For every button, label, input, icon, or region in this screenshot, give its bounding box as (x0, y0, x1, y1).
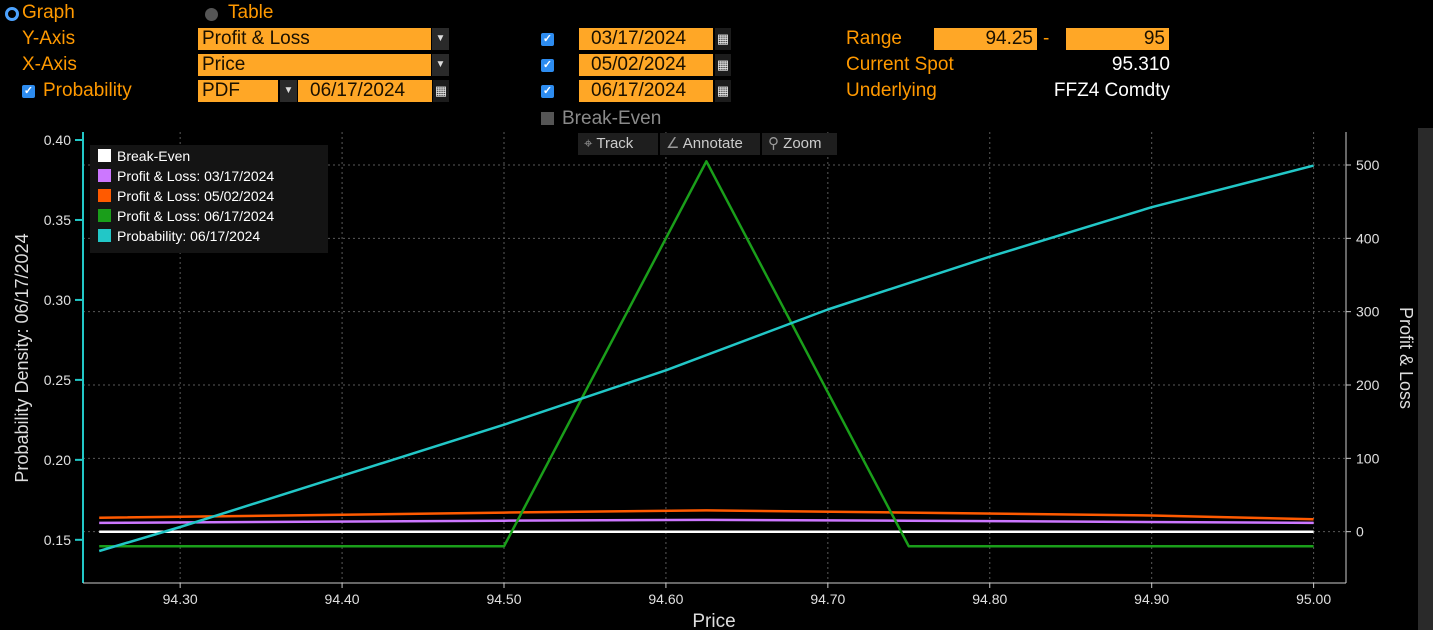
chevron-down-icon[interactable]: ▼ (432, 54, 449, 76)
series-line-probability-06-17-2024 (98, 164, 1314, 553)
date3-field[interactable]: 06/17/2024 (579, 80, 713, 102)
legend-item-probability[interactable]: Probability: 06/17/2024 (98, 228, 260, 246)
legend-text: Break-Even (117, 148, 191, 164)
right-axis-label: Profit & Loss (1396, 307, 1416, 409)
left-axis-label: Probability Density: 06/17/2024 (12, 233, 32, 482)
range-min-field[interactable]: 94.25 (934, 28, 1037, 50)
x-axis-label: Price (692, 611, 735, 630)
date2-checkbox[interactable]: ✓ (541, 59, 554, 72)
date1-checkbox[interactable]: ✓ (541, 33, 554, 46)
probability-date-field[interactable]: 06/17/2024 (298, 80, 432, 102)
breakeven-checkbox[interactable] (541, 112, 554, 125)
probability-type-select[interactable]: PDF (198, 80, 278, 102)
graph-radio[interactable] (5, 7, 19, 21)
legend-text: Probability: 06/17/2024 (117, 228, 261, 244)
zoom-button[interactable]: ⚲ Zoom (762, 133, 837, 155)
legend-text: Profit & Loss: 05/02/2024 (117, 188, 275, 204)
annotate-label: Annotate (682, 135, 743, 152)
x-tick-label: 94.40 (325, 591, 360, 607)
probability-checkbox[interactable]: ✓ (22, 85, 35, 98)
right-tick-label: 0 (1356, 524, 1364, 540)
x-tick-label: 94.50 (486, 591, 521, 607)
pencil-icon: ∠ (666, 135, 680, 152)
x-tick-label: 94.30 (163, 591, 198, 607)
underlying-value: FFZ4 Comdty (1053, 80, 1170, 101)
left-tick-label: 0.20 (44, 452, 71, 468)
x-tick-label: 94.90 (1134, 591, 1169, 607)
range-separator: - (1043, 28, 1050, 49)
series-line-profit-loss-03-17-2024 (99, 518, 1314, 525)
magnifier-icon: ⚲ (768, 135, 779, 152)
legend-item-pnl-0502[interactable]: Profit & Loss: 05/02/2024 (98, 188, 274, 206)
left-tick-label: 0.25 (44, 372, 71, 388)
legend-swatch (98, 149, 111, 162)
underlying-label: Underlying (846, 80, 937, 101)
current-spot-value: 95.310 (1111, 54, 1170, 75)
chevron-down-icon[interactable]: ▼ (432, 28, 449, 50)
legend-text: Profit & Loss: 03/17/2024 (117, 168, 275, 184)
right-tick-label: 500 (1356, 157, 1380, 173)
xaxis-label: X-Axis (22, 54, 77, 75)
x-tick-label: 95.00 (1296, 591, 1331, 607)
range-label: Range (846, 28, 902, 49)
date1-field[interactable]: 03/17/2024 (579, 28, 713, 50)
date3-checkbox[interactable]: ✓ (541, 85, 554, 98)
yaxis-label: Y-Axis (22, 28, 76, 49)
chart-legend: Break-Even Profit & Loss: 03/17/2024 Pro… (90, 145, 328, 253)
yaxis-select[interactable]: Profit & Loss (198, 28, 431, 50)
left-tick-label: 0.40 (44, 132, 71, 148)
current-spot-label: Current Spot (846, 54, 954, 75)
graph-radio-label[interactable]: Graph (22, 2, 75, 23)
right-tick-label: 300 (1356, 304, 1380, 320)
probability-label: Probability (43, 80, 132, 101)
calendar-icon[interactable]: ▦ (715, 80, 731, 102)
right-tick-label: 100 (1356, 450, 1380, 466)
breakeven-toggle-label[interactable]: Break-Even (562, 108, 662, 129)
series-line-profit-loss-06-17-2024 (99, 160, 1314, 548)
series-line-profit-loss-05-02-2024 (99, 509, 1314, 521)
table-radio[interactable] (205, 8, 218, 21)
legend-swatch (98, 189, 111, 202)
legend-text: Profit & Loss: 06/17/2024 (117, 208, 275, 224)
x-tick-label: 94.70 (810, 591, 845, 607)
right-tick-label: 200 (1356, 377, 1380, 393)
range-max-field[interactable]: 95 (1066, 28, 1169, 50)
chevron-down-icon[interactable]: ▼ (280, 80, 297, 102)
left-tick-label: 0.15 (44, 532, 71, 548)
track-label: Track (596, 135, 634, 152)
legend-item-breakeven[interactable]: Break-Even (98, 148, 190, 166)
annotate-button[interactable]: ∠ Annotate (660, 133, 760, 155)
calendar-icon[interactable]: ▦ (715, 28, 731, 50)
legend-swatch (98, 229, 111, 242)
calendar-icon[interactable]: ▦ (433, 80, 449, 102)
xaxis-select[interactable]: Price (198, 54, 431, 76)
calendar-icon[interactable]: ▦ (715, 54, 731, 76)
right-tick-label: 400 (1356, 230, 1380, 246)
track-button[interactable]: ⌖ Track (578, 133, 658, 155)
legend-swatch (98, 209, 111, 222)
table-radio-label[interactable]: Table (228, 2, 274, 23)
x-tick-label: 94.80 (972, 591, 1007, 607)
legend-swatch (98, 169, 111, 182)
legend-item-pnl-0617[interactable]: Profit & Loss: 06/17/2024 (98, 208, 274, 226)
zoom-label: Zoom (783, 135, 822, 152)
x-tick-label: 94.60 (648, 591, 683, 607)
left-tick-label: 0.35 (44, 212, 71, 228)
crosshair-icon: ⌖ (584, 135, 593, 152)
left-tick-label: 0.30 (44, 292, 71, 308)
legend-item-pnl-0317[interactable]: Profit & Loss: 03/17/2024 (98, 168, 274, 186)
date2-field[interactable]: 05/02/2024 (579, 54, 713, 76)
